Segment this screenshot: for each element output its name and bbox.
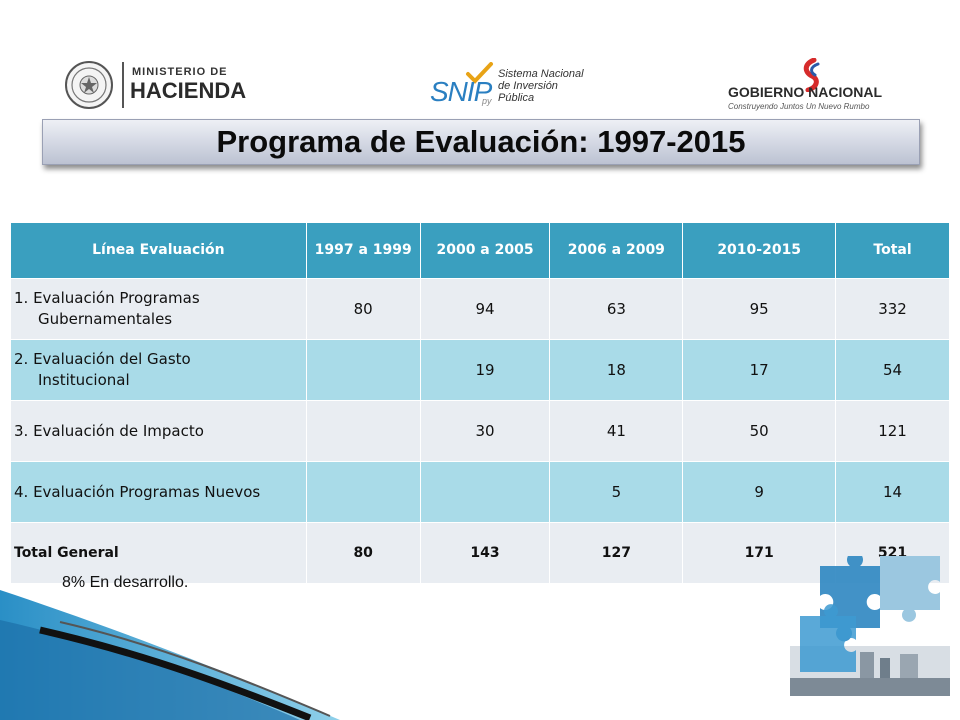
- table-cell: 50: [682, 400, 837, 462]
- logo-ministerio-hacienda: MINISTERIO DE HACIENDA: [64, 58, 247, 114]
- table-row: 2. Evaluación del Gasto Institucional 19…: [10, 339, 950, 401]
- decorative-swoosh: [0, 590, 340, 720]
- header-linea: Línea Evaluación: [10, 222, 307, 279]
- logo-gobierno-word: GOBIERNO NACIONAL: [728, 84, 882, 100]
- table-cell: 121: [835, 400, 950, 462]
- table-cell: 95: [682, 278, 837, 340]
- table-cell: 63: [549, 278, 684, 340]
- row-label: 1. Evaluación Programas Gubernamentales: [10, 278, 307, 340]
- logo-snip-suffix: py: [482, 96, 492, 106]
- row-label-line2: Institucional: [38, 371, 130, 389]
- logo-snip-word: SNIP: [430, 76, 492, 107]
- header-total: Total: [835, 222, 950, 279]
- table-row: 4. Evaluación Programas Nuevos 5 9 14: [10, 461, 950, 523]
- table-cell: 54: [835, 339, 950, 401]
- logo-snip-line1: Sistema Nacional: [498, 68, 584, 80]
- snip-check-icon: [466, 62, 493, 84]
- logo-snip-line3: Pública: [498, 92, 535, 104]
- page-title: Programa de Evaluación: 1997-2015: [216, 124, 746, 159]
- table-cell: [305, 461, 421, 523]
- logo-hacienda-small: MINISTERIO DE: [132, 66, 228, 78]
- table-cell: 18: [549, 339, 684, 401]
- footnote: 8% En desarrollo.: [62, 574, 189, 591]
- row-label: 4. Evaluación Programas Nuevos: [10, 461, 307, 523]
- table-cell: 17: [682, 339, 837, 401]
- table-cell: 80: [305, 278, 421, 340]
- evaluation-table: Línea Evaluación 1997 a 1999 2000 a 2005…: [10, 222, 950, 584]
- total-label: Total General: [10, 522, 307, 584]
- row-label-line1: 2. Evaluación del Gasto: [14, 350, 191, 368]
- table-cell: 14: [835, 461, 950, 523]
- header-2006-2009: 2006 a 2009: [549, 222, 684, 279]
- logo-snip: SNIP py Sistema Nacional de Inversión Pú…: [430, 62, 630, 112]
- row-label: 2. Evaluación del Gasto Institucional: [10, 339, 307, 401]
- logo-divider: [122, 62, 124, 108]
- table-cell: 94: [419, 278, 551, 340]
- paraguay-seal-icon: [65, 61, 113, 109]
- table-row: 3. Evaluación de Impacto 30 41 50 121: [10, 400, 950, 462]
- header-1997-1999: 1997 a 1999: [305, 222, 421, 279]
- header-2010-2015: 2010-2015: [682, 222, 837, 279]
- title-banner: Programa de Evaluación: 1997-2015: [42, 119, 920, 165]
- table-cell: 332: [835, 278, 950, 340]
- gobierno-flag-icon: [803, 58, 820, 92]
- table-cell: [305, 339, 421, 401]
- header-2000-2005: 2000 a 2005: [419, 222, 551, 279]
- logo-snip-text: Sistema Nacional de Inversión Pública: [498, 68, 584, 104]
- logo-gobierno-tagline: Construyendo Juntos Un Nuevo Rumbo: [728, 102, 870, 111]
- puzzle-decoration-icon: [790, 556, 950, 696]
- table-cell: 19: [419, 339, 551, 401]
- table-cell: [305, 400, 421, 462]
- logo-snip-line2: de Inversión: [498, 80, 558, 92]
- total-cell: 127: [549, 522, 684, 584]
- row-label-line2: Gubernamentales: [38, 310, 173, 328]
- total-cell: 80: [305, 522, 421, 584]
- table-cell: 30: [419, 400, 551, 462]
- table-cell: 5: [549, 461, 684, 523]
- total-cell: 143: [419, 522, 551, 584]
- table-header-row: Línea Evaluación 1997 a 1999 2000 a 2005…: [10, 222, 950, 279]
- table-cell: 41: [549, 400, 684, 462]
- table-cell: [419, 461, 551, 523]
- table-cell: 9: [682, 461, 837, 523]
- logo-hacienda-big: HACIENDA: [130, 78, 247, 103]
- row-label: 3. Evaluación de Impacto: [10, 400, 307, 462]
- logo-gobierno-nacional: GOBIERNO NACIONAL Construyendo Juntos Un…: [724, 58, 904, 111]
- row-label-line1: 1. Evaluación Programas: [14, 289, 200, 307]
- total-cell: 171: [682, 522, 837, 584]
- table-row: 1. Evaluación Programas Gubernamentales …: [10, 278, 950, 340]
